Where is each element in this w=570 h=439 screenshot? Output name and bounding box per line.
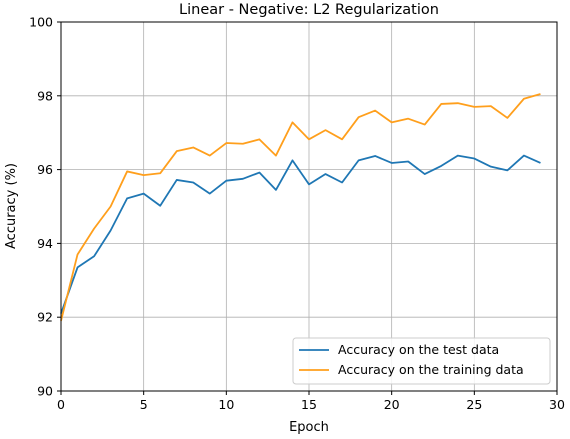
x-axis-label: Epoch [289, 420, 329, 435]
y-tick-label: 90 [37, 384, 53, 399]
x-tick-label: 5 [140, 397, 148, 412]
legend-box [292, 337, 551, 385]
x-tick-label: 15 [301, 397, 317, 412]
x-tick-label: 30 [549, 397, 565, 412]
x-tick-label: 0 [57, 397, 65, 412]
y-tick-label: 92 [37, 310, 53, 325]
legend-label-test: Accuracy on the test data [338, 342, 499, 357]
y-axis-ticks: 90 92 94 96 98 100 [29, 15, 61, 399]
legend: Accuracy on the test data Accuracy on th… [292, 337, 551, 385]
grid [60, 21, 558, 392]
series-lines [60, 93, 541, 322]
y-tick-label: 100 [29, 15, 53, 30]
y-tick-label: 96 [37, 162, 53, 177]
series-line-test [60, 154, 541, 314]
legend-label-train: Accuracy on the training data [338, 362, 524, 377]
x-tick-label: 10 [218, 397, 234, 412]
chart-title: Linear - Negative: L2 Regularization [179, 2, 439, 18]
y-tick-label: 98 [37, 88, 53, 103]
x-tick-label: 20 [384, 397, 400, 412]
series-line-train [60, 93, 541, 322]
y-axis-label: Accuracy (%) [4, 163, 19, 249]
y-tick-label: 94 [37, 236, 53, 251]
x-tick-label: 25 [466, 397, 482, 412]
x-axis-ticks: 0 5 10 15 20 25 30 [57, 391, 565, 412]
